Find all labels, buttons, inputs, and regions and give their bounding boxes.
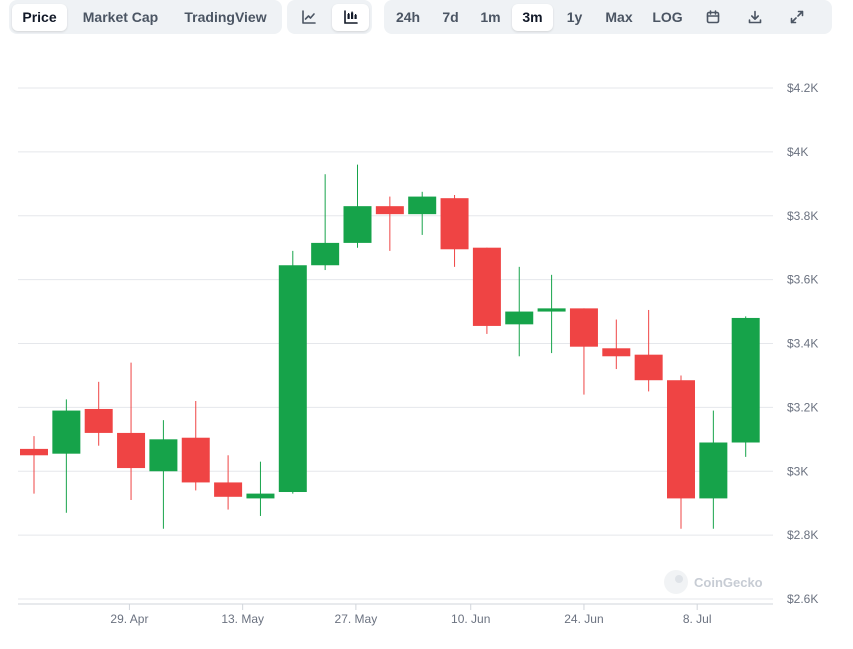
range-log[interactable]: LOG	[652, 9, 683, 25]
y-tick-label: $2.6K	[787, 592, 818, 606]
line-chart-icon	[301, 9, 317, 25]
candle-body	[214, 482, 243, 497]
candle-body	[181, 437, 210, 483]
candle-body	[537, 308, 566, 312]
range-7d[interactable]: 7d	[442, 9, 459, 25]
candle-body	[375, 206, 404, 215]
candle-up[interactable]	[311, 174, 340, 271]
candle-body	[246, 493, 275, 499]
candle-body	[440, 198, 469, 250]
x-tick-label: 10. Jun	[451, 612, 490, 626]
candle-up[interactable]	[408, 191, 437, 235]
tab-price[interactable]: Price	[12, 3, 67, 31]
candle-body	[117, 432, 146, 469]
expand-button[interactable]	[779, 4, 815, 31]
metric-tab-group: Price Market Cap TradingView	[9, 0, 282, 34]
candle-body	[84, 408, 113, 433]
y-tick-label: $3.6K	[787, 273, 818, 287]
candle-down[interactable]	[117, 362, 146, 500]
y-tick-label: $3.2K	[787, 400, 818, 414]
y-tick-label: $4K	[787, 145, 808, 159]
candle-down[interactable]	[472, 247, 501, 334]
chart-type-group	[287, 0, 372, 34]
candle-down[interactable]	[84, 381, 113, 446]
candle-down[interactable]	[440, 194, 469, 267]
range-24h[interactable]: 24h	[395, 9, 421, 25]
candle-down[interactable]	[569, 308, 598, 395]
candle-body	[505, 311, 534, 325]
x-tick-label: 27. May	[335, 612, 378, 626]
download-icon	[747, 9, 763, 25]
tab-market-cap[interactable]: Market Cap	[82, 9, 159, 25]
line-chart-button[interactable]	[290, 4, 327, 31]
range-max[interactable]: Max	[605, 9, 633, 25]
candle-body	[667, 380, 695, 499]
candle-body	[20, 448, 48, 456]
candle-down[interactable]	[602, 319, 631, 370]
candle-down[interactable]	[214, 455, 243, 510]
candle-body	[731, 317, 760, 443]
candle-down[interactable]	[181, 400, 210, 491]
calendar-icon	[705, 9, 721, 25]
candle-body	[311, 242, 340, 266]
watermark-text: CoinGecko	[694, 575, 763, 590]
coingecko-watermark: CoinGecko	[664, 570, 763, 594]
x-axis: 29. Apr 13. May 27. May 10. Jun 24. Jun 8. Ju…	[18, 603, 773, 626]
candle-down[interactable]	[375, 196, 404, 251]
expand-icon	[789, 9, 805, 25]
candle-up[interactable]	[149, 420, 178, 529]
candle-body	[52, 410, 81, 454]
chart-toolbar: Price Market Cap TradingView 24h 7d 1m 3m 1y Ma…	[0, 0, 853, 36]
candle-down[interactable]	[667, 375, 695, 529]
candle-down[interactable]	[634, 309, 663, 392]
y-axis-labels: $2.6K $2.8K $3K $3.2K $3.4K $3.6K $3.8K $4K $4.2…	[787, 81, 818, 606]
y-tick-label: $3K	[787, 464, 808, 478]
price-candlestick-chart: $2.6K $2.8K $3K $3.2K $3.4K $3.6K $3.8K $4K $4.2…	[18, 81, 818, 626]
y-tick-label: $3.8K	[787, 209, 818, 223]
candle-body	[278, 265, 307, 493]
candle-body	[634, 354, 663, 381]
y-tick-label: $3.4K	[787, 337, 818, 351]
tab-tradingview[interactable]: TradingView	[184, 9, 267, 25]
candlestick-chart-button[interactable]	[332, 3, 369, 31]
candle-up[interactable]	[699, 410, 728, 529]
candle-up[interactable]	[731, 316, 760, 457]
coingecko-logo-eye	[675, 575, 683, 583]
candle-body	[343, 206, 372, 243]
x-tick-label: 8. Jul	[683, 612, 712, 626]
x-tick-label: 24. Jun	[564, 612, 603, 626]
range-1m[interactable]: 1m	[480, 9, 501, 25]
candle-up[interactable]	[278, 250, 307, 494]
candle-up[interactable]	[343, 164, 372, 248]
y-tick-label: $2.8K	[787, 528, 818, 542]
x-tick-label: 29. Apr	[110, 612, 148, 626]
candles	[20, 164, 760, 529]
range-tab-group: 24h 7d 1m 3m 1y Max LOG	[384, 0, 832, 34]
grid-lines	[18, 87, 773, 600]
candle-up[interactable]	[537, 274, 566, 354]
candle-body	[569, 308, 598, 347]
candlestick-chart-icon	[343, 9, 359, 25]
candle-body	[149, 439, 178, 472]
candle-body	[699, 442, 728, 499]
range-3m[interactable]: 3m	[512, 3, 553, 31]
candle-down[interactable]	[20, 436, 48, 494]
y-tick-label: $4.2K	[787, 81, 818, 95]
coingecko-logo-icon	[664, 570, 688, 594]
candle-up[interactable]	[52, 399, 81, 513]
download-button[interactable]	[737, 4, 773, 31]
candle-body	[408, 196, 437, 215]
candle-up[interactable]	[246, 461, 275, 516]
calendar-button[interactable]	[695, 4, 731, 31]
candle-body	[602, 348, 631, 357]
candle-up[interactable]	[505, 266, 534, 357]
candle-body	[472, 247, 501, 326]
x-tick-label: 13. May	[221, 612, 264, 626]
range-1y[interactable]: 1y	[566, 9, 583, 25]
